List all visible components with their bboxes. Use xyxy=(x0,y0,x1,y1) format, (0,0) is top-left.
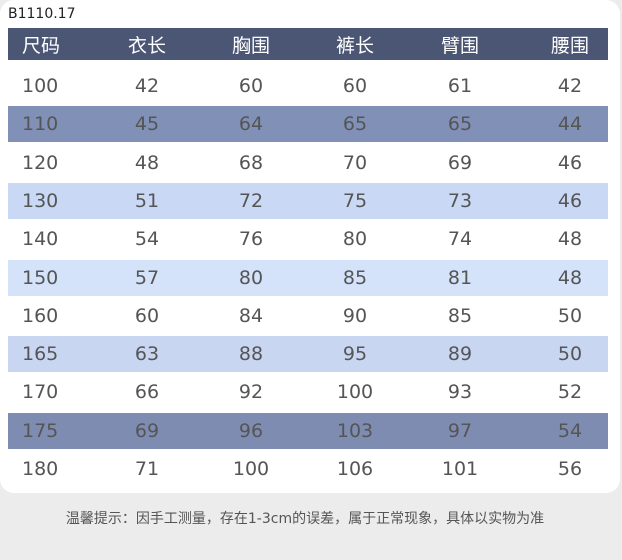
table-row: 180 71 100 106 101 56 xyxy=(8,451,608,487)
cell: 45 xyxy=(134,113,160,136)
cell: 63 xyxy=(134,343,160,366)
cell: 胸围 xyxy=(231,34,271,57)
cell: 71 xyxy=(134,458,160,480)
footer-note: 温馨提示：因手工测量，存在1-3cm的误差，属于正常现象，具体以实物为准 xyxy=(65,511,545,527)
table-row: 130 51 72 75 73 46 xyxy=(8,182,608,219)
cell: 100 xyxy=(336,381,374,404)
cell: 76 xyxy=(238,228,264,251)
cell: 69 xyxy=(134,419,160,442)
cell: 140 xyxy=(22,228,59,251)
cell: 48 xyxy=(134,151,160,174)
cell: 66 xyxy=(134,381,160,404)
header-row: 尺码 衣长 胸围 裤长 臂围 腰围 xyxy=(8,28,608,60)
cell: 175 xyxy=(22,419,59,442)
cell: 89 xyxy=(447,343,473,366)
cell: 160 xyxy=(22,304,59,327)
cell: 80 xyxy=(342,228,368,251)
cell: 106 xyxy=(336,458,374,480)
cell: 65 xyxy=(342,113,368,136)
cell: 150 xyxy=(22,266,59,289)
cell: 95 xyxy=(342,343,368,366)
table-row: 150 57 80 85 81 48 xyxy=(8,259,608,296)
cell: 93 xyxy=(447,381,473,404)
cell: 84 xyxy=(238,304,264,327)
cell: 46 xyxy=(557,151,583,174)
cell: 48 xyxy=(557,266,583,289)
cell: 60 xyxy=(342,75,368,97)
cell: 100 xyxy=(22,75,59,97)
cell: 72 xyxy=(238,189,264,212)
cell: 腰围 xyxy=(550,34,590,57)
cell: 74 xyxy=(447,228,473,251)
table-row: 140 54 76 80 74 48 xyxy=(8,221,608,258)
cell: 68 xyxy=(238,151,264,174)
cell: 80 xyxy=(238,266,264,289)
cell: 130 xyxy=(22,189,59,212)
table-row: 100 42 60 60 61 42 xyxy=(8,68,608,104)
cell: 60 xyxy=(134,304,160,327)
cell: 57 xyxy=(134,266,160,289)
cell: 97 xyxy=(447,419,473,442)
cell: 42 xyxy=(557,75,583,97)
table-row: 120 48 68 70 69 46 xyxy=(8,144,608,181)
cell: 90 xyxy=(342,304,368,327)
table-row: 175 69 96 103 97 54 xyxy=(8,412,608,449)
cell: 85 xyxy=(447,304,473,327)
cell: 64 xyxy=(238,113,264,136)
cell: 75 xyxy=(342,189,368,212)
cell: 46 xyxy=(557,189,583,212)
cell: 50 xyxy=(557,343,583,366)
cell: 69 xyxy=(447,151,473,174)
cell: 54 xyxy=(134,228,160,251)
cell: 88 xyxy=(238,343,264,366)
cell: 42 xyxy=(134,75,160,97)
cell: 96 xyxy=(238,419,264,442)
cell: 50 xyxy=(557,304,583,327)
cell: 65 xyxy=(447,113,473,136)
cell: 61 xyxy=(447,75,473,97)
cell: 70 xyxy=(342,151,368,174)
cell: 52 xyxy=(557,381,583,404)
cell: 衣长 xyxy=(127,34,167,57)
cell: 48 xyxy=(557,228,583,251)
cell: 165 xyxy=(22,343,59,366)
cell: 尺码 xyxy=(22,34,61,57)
cell: 180 xyxy=(22,458,59,480)
cell: 裤长 xyxy=(335,34,375,57)
cell: 103 xyxy=(336,419,374,442)
cell: 73 xyxy=(447,189,473,212)
cell: 100 xyxy=(232,458,270,480)
table-row: 110 45 64 65 65 44 xyxy=(8,106,608,143)
cell: 85 xyxy=(342,266,368,289)
cell: 120 xyxy=(22,151,59,174)
table-row: 160 60 84 90 85 50 xyxy=(8,297,608,334)
product-code: B1110.17 xyxy=(8,6,76,22)
cell: 44 xyxy=(557,113,583,136)
cell: 81 xyxy=(447,266,473,289)
cell: 170 xyxy=(22,381,59,404)
cell: 54 xyxy=(557,419,583,442)
cell: 51 xyxy=(134,189,160,212)
table-row: 170 66 92 100 93 52 xyxy=(8,374,608,411)
cell: 56 xyxy=(557,458,583,480)
cell: 110 xyxy=(22,113,59,136)
table-row: 165 63 88 95 89 50 xyxy=(8,336,608,373)
cell: 101 xyxy=(441,458,479,480)
cell: 92 xyxy=(238,381,264,404)
cell: 臂围 xyxy=(440,34,480,57)
cell: 60 xyxy=(238,75,264,97)
